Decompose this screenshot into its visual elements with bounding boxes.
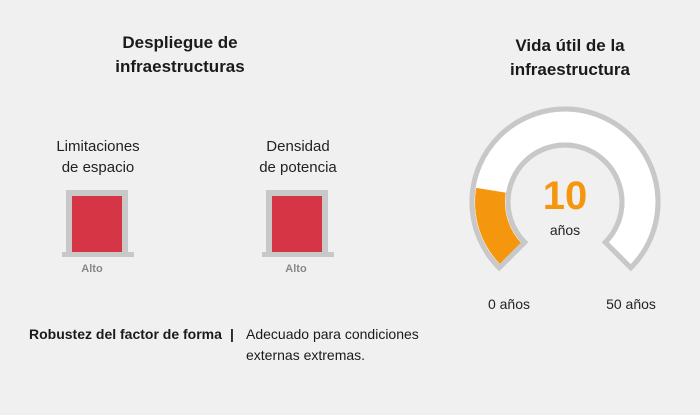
gauge-outline <box>469 106 661 272</box>
meter-power <box>262 190 334 260</box>
meter-base <box>262 252 334 257</box>
meter-level-space: Alto <box>81 263 103 275</box>
footer-description: Adecuado para condiciones externas extre… <box>246 326 419 363</box>
gauge-value: 10 <box>542 174 588 218</box>
left-panel-title: Despliegue de infraestructuras <box>100 31 260 79</box>
meter-level-power: Alto <box>285 263 307 275</box>
meter-space <box>62 190 134 260</box>
footer-separator: | <box>230 326 234 342</box>
gauge-max-label: 50 años <box>606 296 656 312</box>
left-panel-title-text: Despliegue de infraestructuras <box>115 33 245 76</box>
lifespan-gauge <box>469 106 661 272</box>
meter-label-space: Limitaciones de espacio <box>56 138 140 176</box>
right-panel-title: Vida útil de la infraestructura <box>510 36 630 79</box>
gauge-min-label: 0 años <box>487 296 531 312</box>
meter-fill <box>272 196 322 254</box>
meter-base <box>62 252 134 257</box>
gauge-unit: años <box>549 222 581 238</box>
footer-label: Robustez del factor de forma <box>29 326 222 342</box>
meter-fill <box>72 196 122 254</box>
meter-label-power: Densidad de potencia <box>259 138 337 176</box>
gauge-fill <box>475 187 522 264</box>
